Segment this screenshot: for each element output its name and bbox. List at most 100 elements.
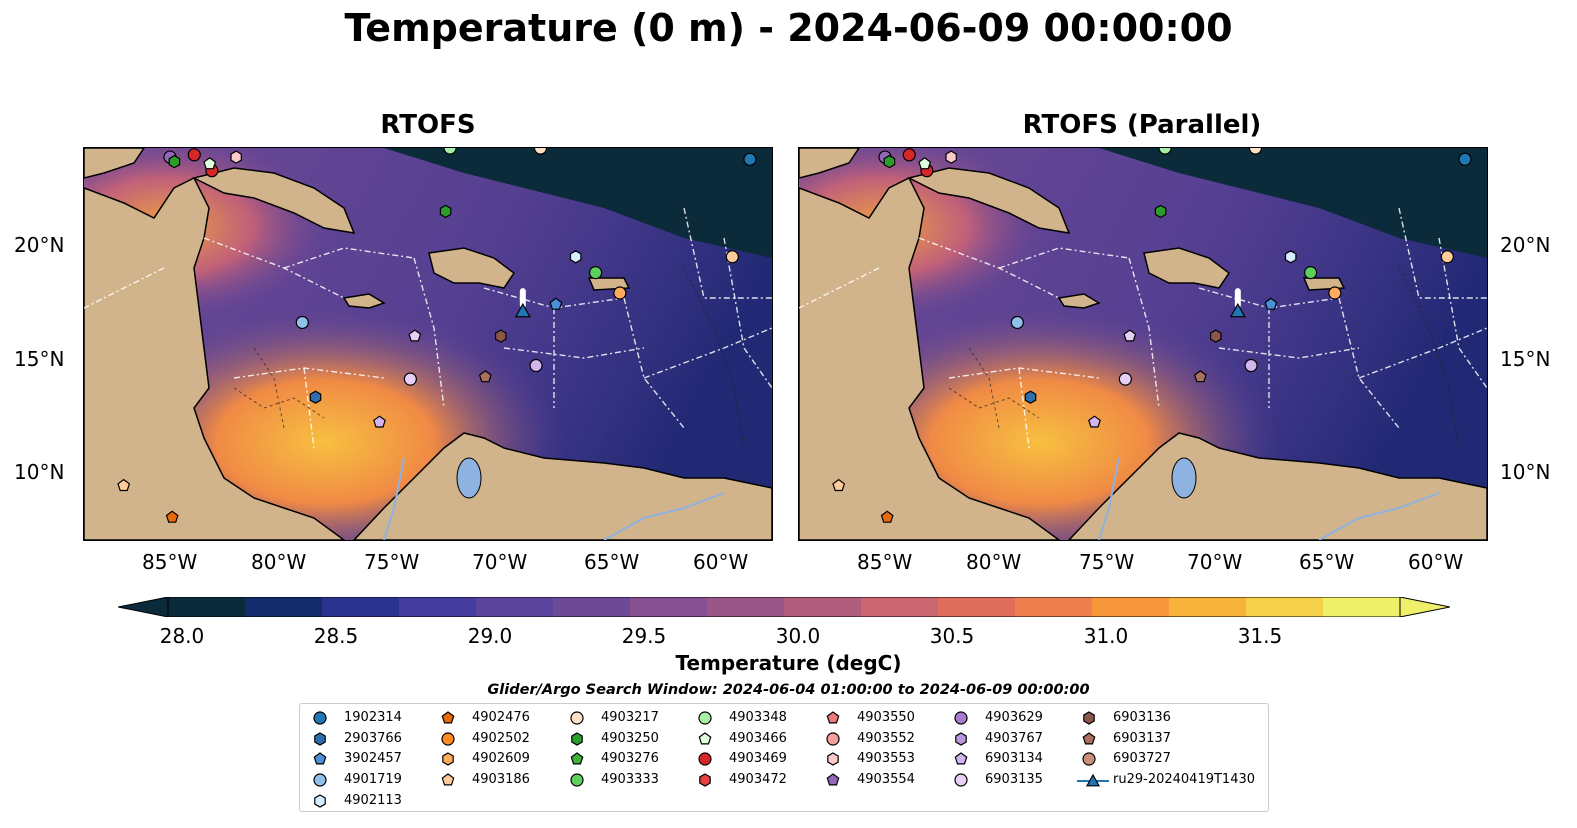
lat-label-15n-right: 15°N xyxy=(1500,347,1551,371)
parallel-float-marker-11 xyxy=(1303,266,1318,280)
rtofs-float-marker-23 xyxy=(117,478,131,492)
parallel-float-marker-15 xyxy=(1010,315,1024,330)
rtofs-float-marker-2 xyxy=(187,148,201,162)
legend-item: 4903767 xyxy=(941,729,1043,750)
legend-item: 4903469 xyxy=(685,749,787,770)
parallel-float-marker-1 xyxy=(883,154,896,169)
colorbar-segment xyxy=(1092,597,1170,617)
rtofs-float-marker-21 xyxy=(309,390,322,404)
legend-label: 2903766 xyxy=(344,730,402,746)
legend-label: 4903186 xyxy=(472,772,530,788)
parallel-float-marker-7 xyxy=(1154,204,1167,219)
legend-item: 4902502 xyxy=(428,729,530,750)
parallel-float-marker-19 xyxy=(1193,370,1207,383)
legend-label: 4903629 xyxy=(985,710,1043,725)
colorbar-tick-label: 30.0 xyxy=(775,624,821,648)
lon-label-65w: 65°W xyxy=(584,550,640,574)
rtofs-float-marker-12 xyxy=(613,286,627,300)
legend-item: 4902113 xyxy=(300,791,402,812)
legend-column: 4903348 4903466 4903469 4903472 xyxy=(685,708,787,791)
rtofs-glider-marker xyxy=(514,302,531,318)
legend-item: 4903552 xyxy=(813,729,915,750)
colorbar-segment xyxy=(399,597,477,617)
lon-label-75w: 75°W xyxy=(364,550,420,574)
colorbar-segment xyxy=(784,597,862,617)
colorbar-segment xyxy=(1323,597,1401,617)
parallel-float-marker-17 xyxy=(1210,329,1222,343)
legend-label: 6903135 xyxy=(985,772,1043,788)
colorbar-tick-label: 28.5 xyxy=(313,624,359,648)
colorbar-segment xyxy=(1246,597,1324,617)
legend: 1902314 2903766 3902457 4901719 4902113 49024… xyxy=(299,703,1269,812)
rtofs-float-marker-5 xyxy=(230,150,242,164)
legend-label: ru29-20240419T1430 xyxy=(1113,772,1256,788)
rtofs-float-marker-17 xyxy=(495,329,507,343)
legend-item: 6903137 xyxy=(1069,729,1255,750)
lat-label-20n: 20°N xyxy=(14,233,65,257)
rtofs-float-marker-11 xyxy=(588,266,603,280)
legend-item: 4903250 xyxy=(557,729,659,750)
colorbar-tick-label: 31.5 xyxy=(1237,624,1283,648)
legend-item: 4903466 xyxy=(685,729,787,750)
legend-marker-circle xyxy=(313,711,327,725)
legend-marker-circle xyxy=(441,732,455,746)
legend-item: 2903766 xyxy=(300,729,402,750)
parallel-float-marker-24 xyxy=(880,510,894,523)
legend-item: 4902609 xyxy=(428,749,530,770)
legend-label: 4902113 xyxy=(344,792,402,808)
legend-marker-hexagon xyxy=(955,731,967,746)
legend-marker-pentagon xyxy=(441,711,455,724)
legend-item: 4903629 xyxy=(941,708,1043,729)
lat-label-15n: 15°N xyxy=(14,347,65,371)
legend-marker-hexagon xyxy=(314,731,326,746)
map-panel-rtofs xyxy=(83,147,773,541)
rtofs-float-marker-20 xyxy=(529,358,543,373)
legend-marker-pentagon xyxy=(570,752,584,765)
legend-label: 4903552 xyxy=(857,730,915,746)
legend-label: 4902502 xyxy=(472,730,530,746)
colorbar-tick-label: 30.5 xyxy=(929,624,975,648)
legend-label: 6903727 xyxy=(1113,751,1171,767)
colorbar-segment xyxy=(1169,597,1247,617)
rtofs-float-marker-16 xyxy=(408,329,422,342)
legend-item: 4903472 xyxy=(685,770,787,791)
legend-column: 4903629 4903767 6903134 6903135 xyxy=(941,708,1043,791)
colorbar-segment xyxy=(1015,597,1093,617)
legend-marker-circle xyxy=(313,773,327,787)
lon-label-80w-right: 80°W xyxy=(966,550,1022,574)
colorbar-segment xyxy=(553,597,631,617)
legend-label: 4903469 xyxy=(729,751,787,767)
legend-marker-pentagon xyxy=(313,752,327,765)
legend-item: 6903727 xyxy=(1069,749,1255,770)
parallel-float-marker-20 xyxy=(1244,358,1258,373)
colorbar xyxy=(118,597,1450,617)
legend-column: 6903136 6903137 6903727 ru29-20240419T1430 xyxy=(1069,708,1255,791)
parallel-float-marker-8 xyxy=(1248,148,1263,155)
colorbar-segment xyxy=(938,597,1016,617)
legend-column: 4902476 4902502 4902609 4903186 xyxy=(428,708,530,791)
legend-item: 1902314 xyxy=(300,708,402,729)
legend-item: 4902476 xyxy=(428,708,530,729)
legend-item: 4903348 xyxy=(685,708,787,729)
colorbar-segment xyxy=(245,597,323,617)
map-panel-rtofs-parallel xyxy=(798,147,1488,541)
legend-label: 4902609 xyxy=(472,751,530,767)
legend-marker-pentagon xyxy=(1082,731,1096,745)
parallel-map-svg xyxy=(799,148,1487,540)
legend-column: 4903217 4903250 4903276 4903333 xyxy=(557,708,659,791)
rtofs-float-marker-24 xyxy=(165,510,179,523)
legend-label: 4903276 xyxy=(601,751,659,767)
parallel-float-marker-23 xyxy=(832,478,846,492)
legend-label: 4902476 xyxy=(472,710,530,725)
legend-label: 4903466 xyxy=(729,730,787,746)
parallel-float-marker-22 xyxy=(1088,415,1101,428)
colorbar-tick-label: 31.0 xyxy=(1083,624,1129,648)
legend-item: 4903550 xyxy=(813,708,915,729)
lon-label-85w: 85°W xyxy=(142,550,198,574)
colorbar-segment xyxy=(707,597,785,617)
lon-label-80w: 80°W xyxy=(251,550,307,574)
parallel-float-marker-4 xyxy=(918,157,932,170)
lon-label-85w-right: 85°W xyxy=(857,550,913,574)
legend-marker-circle xyxy=(826,732,840,746)
lat-label-10n-right: 10°N xyxy=(1500,460,1551,484)
